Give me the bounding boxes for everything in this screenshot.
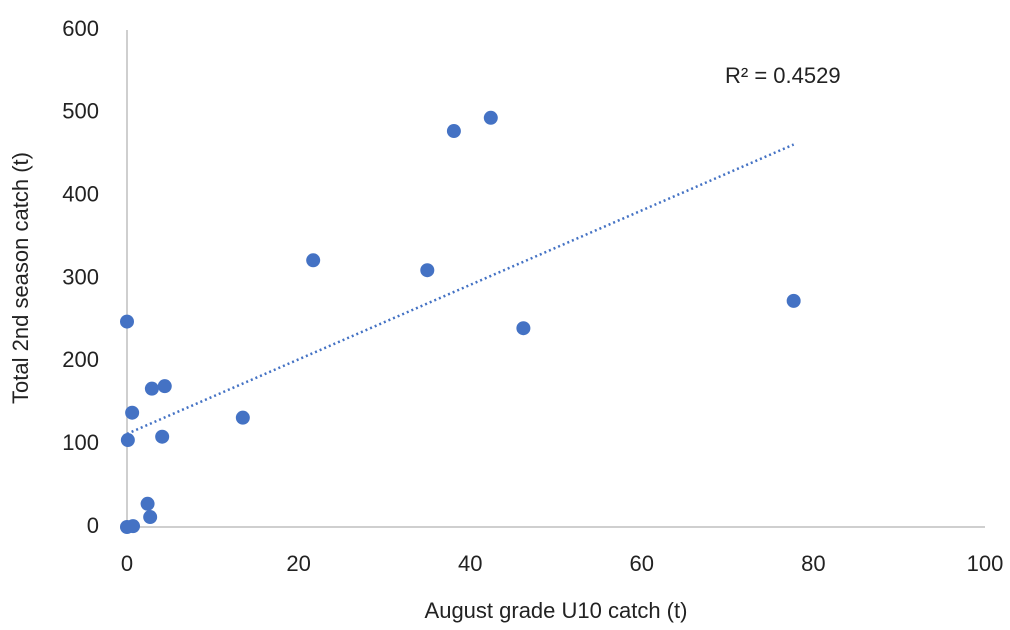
y-tick-label: 400 xyxy=(62,181,99,206)
point xyxy=(120,314,134,329)
x-axis-title: August grade U10 catch (t) xyxy=(425,598,688,623)
annotation: R² = 0.4529 xyxy=(725,63,841,88)
point xyxy=(516,321,531,336)
y-tick-label: 100 xyxy=(62,430,99,455)
point xyxy=(143,510,158,525)
point xyxy=(446,124,461,139)
trendline xyxy=(126,143,795,435)
point xyxy=(155,429,170,444)
y-tick-label: 0 xyxy=(87,513,99,538)
y-tick-label: 200 xyxy=(62,347,99,372)
x-tick-label: 60 xyxy=(630,551,654,576)
x-tick-label: 100 xyxy=(967,551,1004,576)
point xyxy=(144,381,159,396)
x-tick-label: 0 xyxy=(121,551,133,576)
point xyxy=(786,293,801,308)
point xyxy=(235,410,250,425)
y-tick-label: 500 xyxy=(62,99,99,124)
point xyxy=(126,519,141,534)
y-tick-label: 600 xyxy=(62,16,99,41)
x-tick-label: 40 xyxy=(458,551,482,576)
point xyxy=(420,263,435,278)
point xyxy=(157,379,172,394)
point xyxy=(120,433,135,448)
y-axis-title: Total 2nd season catch (t) xyxy=(8,152,33,404)
point xyxy=(140,496,155,511)
y-tick-label: 300 xyxy=(62,264,99,289)
point xyxy=(306,253,321,268)
x-tick-label: 20 xyxy=(286,551,310,576)
x-tick-label: 80 xyxy=(801,551,825,576)
point xyxy=(483,110,498,125)
point xyxy=(125,405,140,420)
